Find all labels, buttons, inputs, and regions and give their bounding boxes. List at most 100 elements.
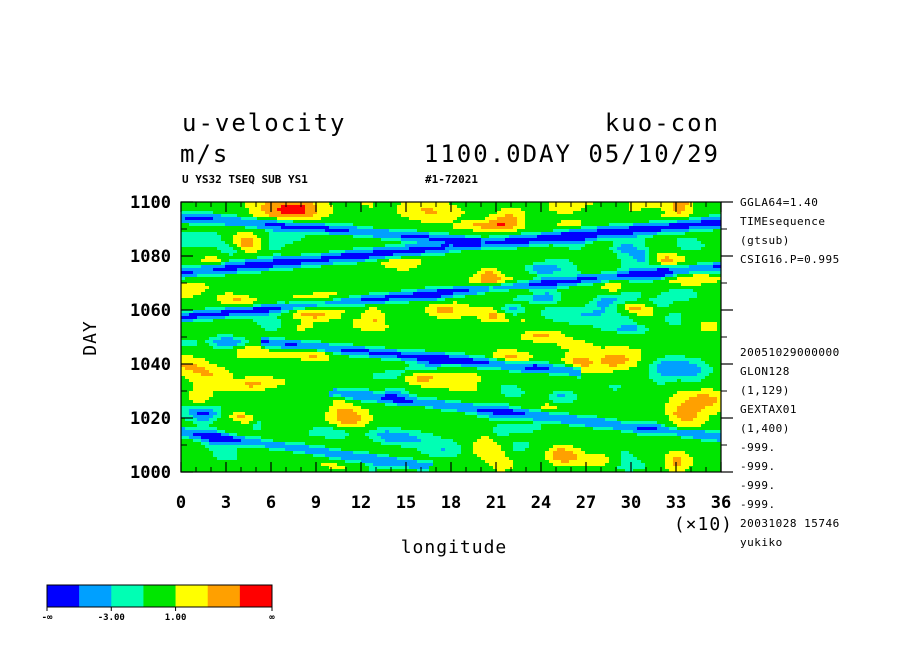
heatmap-cell: [413, 238, 418, 242]
heatmap-cell: [505, 295, 510, 299]
heatmap-cell: [637, 229, 642, 233]
heatmap-cell: [213, 277, 218, 281]
heatmap-cell: [513, 238, 518, 242]
heatmap-cell: [197, 271, 202, 275]
heatmap-cell: [501, 247, 506, 251]
heatmap-cell: [717, 241, 721, 245]
heatmap-cell: [573, 259, 578, 263]
heatmap-cell: [453, 217, 458, 221]
heatmap-cell: [457, 277, 462, 281]
heatmap-cell: [517, 256, 522, 260]
heatmap-cell: [297, 298, 302, 302]
heatmap-cell: [445, 232, 450, 236]
heatmap-cell: [681, 247, 686, 251]
heatmap-cell: [317, 205, 322, 209]
heatmap-cell: [193, 283, 198, 287]
heatmap-cell: [209, 253, 214, 257]
heatmap-cell: [397, 205, 402, 209]
heatmap-cell: [393, 205, 398, 209]
heatmap-cell: [201, 247, 206, 251]
heatmap-cell: [225, 310, 230, 314]
heatmap-cell: [409, 256, 414, 260]
heatmap-cell: [525, 286, 530, 290]
heatmap-cell: [701, 307, 706, 311]
heatmap-cell: [313, 238, 318, 242]
heatmap-cell: [653, 274, 658, 278]
heatmap-cell: [253, 223, 258, 227]
heatmap-cell: [697, 286, 702, 290]
heatmap-cell: [501, 307, 506, 311]
heatmap-cell: [609, 268, 614, 272]
heatmap-cell: [653, 205, 658, 209]
heatmap-cell: [605, 301, 610, 305]
heatmap-cell: [613, 274, 618, 278]
heatmap-cell: [473, 202, 478, 206]
heatmap-cell: [645, 292, 650, 296]
heatmap-cell: [221, 259, 226, 263]
heatmap-cell: [601, 295, 606, 299]
heatmap-cell: [277, 298, 282, 302]
heatmap-cell: [629, 214, 634, 218]
heatmap-cell: [349, 307, 354, 311]
heatmap-cell: [397, 217, 402, 221]
heatmap-cell: [417, 268, 422, 272]
heatmap-cell: [477, 235, 482, 239]
heatmap-cell: [341, 238, 346, 242]
heatmap-cell: [205, 271, 210, 275]
heatmap-cell: [697, 304, 702, 308]
heatmap-cell: [541, 205, 546, 209]
heatmap-cell: [397, 247, 402, 251]
heatmap-cell: [369, 247, 374, 251]
heatmap-cell: [321, 304, 326, 308]
heatmap-cell: [493, 304, 498, 308]
heatmap-cell: [585, 220, 590, 224]
heatmap-cell: [361, 271, 366, 275]
heatmap-cell: [537, 256, 542, 260]
heatmap-cell: [425, 250, 430, 254]
heatmap-cell: [181, 253, 186, 257]
heatmap-cell: [233, 223, 238, 227]
heatmap-cell: [717, 283, 721, 287]
heatmap-cell: [577, 217, 582, 221]
heatmap-cell: [677, 229, 682, 233]
heatmap-cell: [249, 310, 254, 314]
heatmap-cell: [489, 253, 494, 257]
heatmap-cell: [349, 277, 354, 281]
heatmap-cell: [505, 247, 510, 251]
heatmap-cell: [181, 202, 186, 206]
heatmap-cell: [377, 259, 382, 263]
heatmap-cell: [253, 283, 258, 287]
heatmap-cell: [357, 259, 362, 263]
heatmap-cell: [181, 265, 186, 269]
heatmap-cell: [697, 220, 702, 224]
heatmap-cell: [397, 295, 402, 299]
heatmap-cell: [549, 220, 554, 224]
heatmap-cell: [629, 265, 634, 269]
heatmap-cell: [297, 241, 302, 245]
heatmap-cell: [465, 310, 470, 314]
heatmap-cell: [401, 304, 406, 308]
heatmap-cell: [621, 271, 626, 275]
heatmap-cell: [549, 217, 554, 221]
heatmap-cell: [509, 286, 514, 290]
heatmap-cell: [713, 232, 718, 236]
heatmap-cell: [513, 259, 518, 263]
heatmap-cell: [541, 241, 546, 245]
heatmap-cell: [665, 283, 670, 287]
heatmap-cell: [457, 202, 462, 206]
heatmap-cell: [449, 268, 454, 272]
heatmap-cell: [589, 307, 594, 311]
heatmap-cell: [341, 289, 346, 293]
heatmap-cell: [561, 301, 566, 305]
heatmap-cell: [717, 298, 721, 302]
heatmap-cell: [637, 304, 642, 308]
heatmap-cell: [353, 298, 358, 302]
heatmap-cell: [221, 229, 226, 233]
heatmap-cell: [577, 238, 582, 242]
heatmap-cell: [641, 247, 646, 251]
heatmap-cell: [661, 280, 666, 284]
heatmap-cell: [213, 286, 218, 290]
heatmap-cell: [685, 220, 690, 224]
heatmap-cell: [485, 256, 490, 260]
heatmap-cell: [301, 298, 306, 302]
